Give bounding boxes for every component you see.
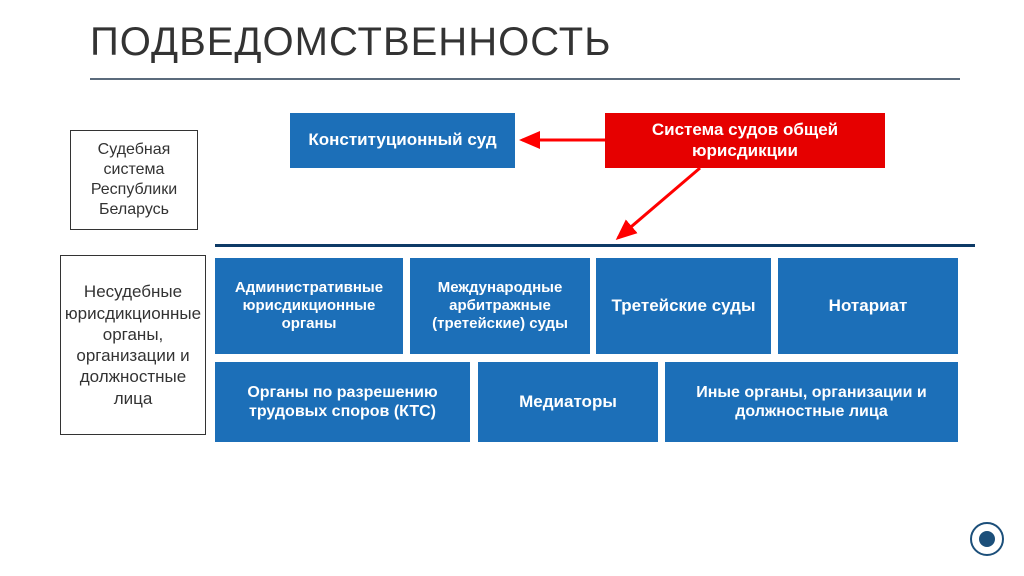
- corner-globe-icon: [970, 522, 1004, 556]
- page-title: ПОДВЕДОМСТВЕННОСТЬ: [90, 20, 611, 65]
- arbitration-courts-box: Третейские суды: [596, 258, 771, 354]
- labor-dispute-box: Органы по разрешению трудовых споров (КТ…: [215, 362, 470, 442]
- general-jurisdiction-box: Система судов общей юрисдикции: [605, 113, 885, 168]
- title-underline: [90, 78, 960, 80]
- arrow-general-to-divider: [618, 168, 700, 238]
- side-judicial-system: Судебная система Республики Беларусь: [70, 130, 198, 230]
- admin-bodies-box: Административные юрисдикционные органы: [215, 258, 403, 354]
- corner-globe-inner: [979, 531, 995, 547]
- other-bodies-box: Иные органы, организации и должностные л…: [665, 362, 958, 442]
- intl-arbitration-box: Международные арбитражные (третейские) с…: [410, 258, 590, 354]
- constitutional-court-box: Конституционный суд: [290, 113, 515, 168]
- mediators-box: Медиаторы: [478, 362, 658, 442]
- mid-divider: [215, 244, 975, 247]
- side-nonjudicial-bodies: Несудебные юрисдикционные органы, органи…: [60, 255, 206, 435]
- notariat-box: Нотариат: [778, 258, 958, 354]
